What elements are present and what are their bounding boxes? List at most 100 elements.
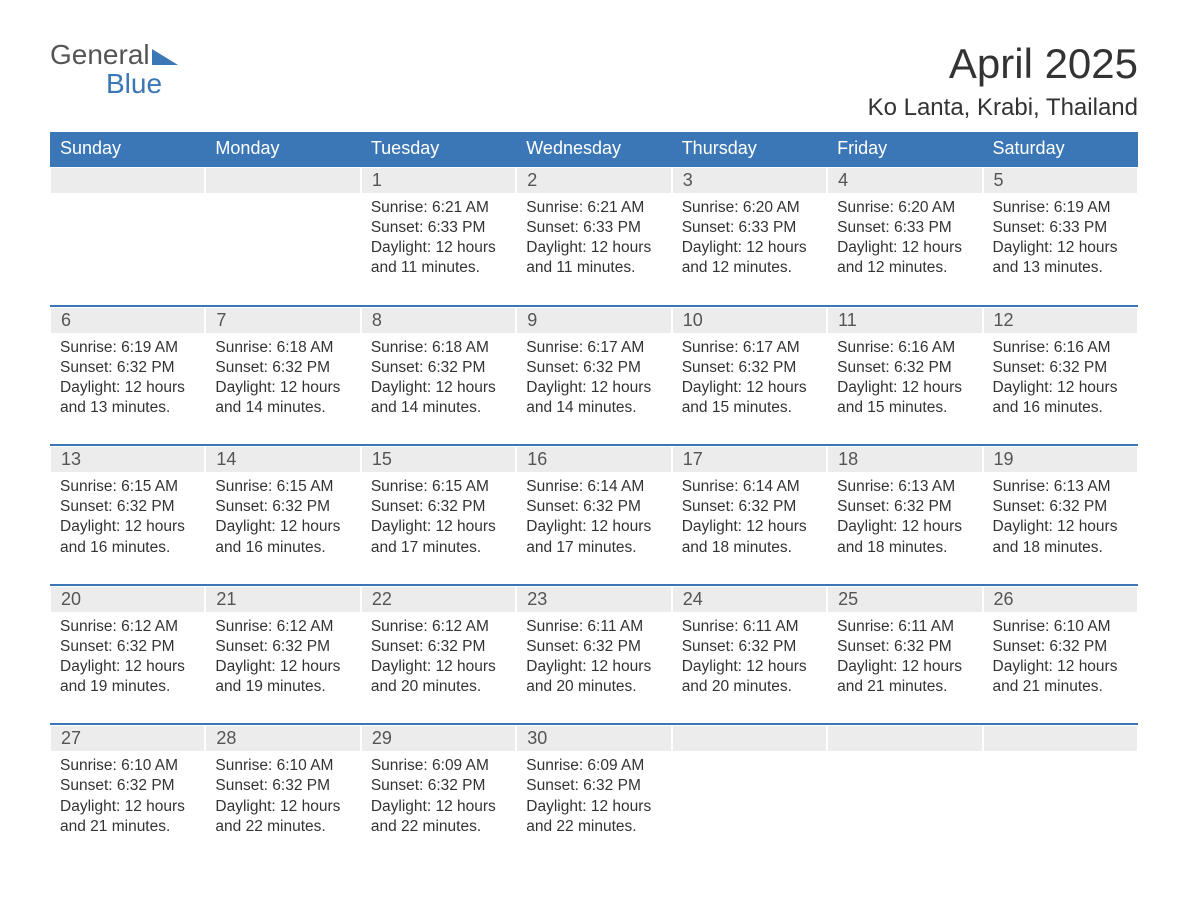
day-number-cell: 2 <box>516 166 671 194</box>
day-sunrise: Sunrise: 6:10 AM <box>993 617 1128 637</box>
day-sunrise: Sunrise: 6:11 AM <box>682 617 817 637</box>
day-d2: and 14 minutes. <box>526 398 661 418</box>
day-cell <box>50 194 205 306</box>
day-cell <box>672 752 827 863</box>
day-d2: and 18 minutes. <box>837 538 972 558</box>
day-cell: Sunrise: 6:12 AMSunset: 6:32 PMDaylight:… <box>50 613 205 725</box>
day-sunset: Sunset: 6:33 PM <box>371 218 506 238</box>
day-d1: Daylight: 12 hours <box>60 657 195 677</box>
day-d1: Daylight: 12 hours <box>371 797 506 817</box>
day-sunset: Sunset: 6:32 PM <box>993 358 1128 378</box>
day-d1: Daylight: 12 hours <box>526 657 661 677</box>
day-number-cell: 27 <box>50 724 205 752</box>
logo-word1: General <box>50 40 150 69</box>
day-sunset: Sunset: 6:33 PM <box>837 218 972 238</box>
day-sunrise: Sunrise: 6:16 AM <box>993 338 1128 358</box>
day-number-cell: 18 <box>827 445 982 473</box>
day-d2: and 18 minutes. <box>682 538 817 558</box>
day-sunset: Sunset: 6:32 PM <box>60 497 195 517</box>
day-cell: Sunrise: 6:18 AMSunset: 6:32 PMDaylight:… <box>205 334 360 446</box>
day-sunset: Sunset: 6:33 PM <box>682 218 817 238</box>
day-d2: and 22 minutes. <box>215 817 350 837</box>
day-sunset: Sunset: 6:32 PM <box>837 497 972 517</box>
day-d1: Daylight: 12 hours <box>837 657 972 677</box>
day-cell: Sunrise: 6:19 AMSunset: 6:32 PMDaylight:… <box>50 334 205 446</box>
week-data-row: Sunrise: 6:15 AMSunset: 6:32 PMDaylight:… <box>50 473 1138 585</box>
day-d1: Daylight: 12 hours <box>371 657 506 677</box>
day-number-cell: 29 <box>361 724 516 752</box>
day-sunset: Sunset: 6:32 PM <box>60 637 195 657</box>
week-number-row: 27282930 <box>50 724 1138 752</box>
day-d2: and 13 minutes. <box>60 398 195 418</box>
day-d1: Daylight: 12 hours <box>215 797 350 817</box>
day-number-cell: 30 <box>516 724 671 752</box>
day-d2: and 16 minutes. <box>60 538 195 558</box>
day-sunset: Sunset: 6:32 PM <box>215 637 350 657</box>
day-sunrise: Sunrise: 6:13 AM <box>993 477 1128 497</box>
day-cell: Sunrise: 6:18 AMSunset: 6:32 PMDaylight:… <box>361 334 516 446</box>
day-number-cell: 26 <box>983 585 1138 613</box>
day-sunrise: Sunrise: 6:18 AM <box>371 338 506 358</box>
day-sunset: Sunset: 6:32 PM <box>993 637 1128 657</box>
day-cell: Sunrise: 6:11 AMSunset: 6:32 PMDaylight:… <box>827 613 982 725</box>
day-number-cell: 23 <box>516 585 671 613</box>
day-sunset: Sunset: 6:32 PM <box>682 358 817 378</box>
day-sunset: Sunset: 6:32 PM <box>526 776 661 796</box>
day-sunrise: Sunrise: 6:14 AM <box>682 477 817 497</box>
day-cell: Sunrise: 6:16 AMSunset: 6:32 PMDaylight:… <box>983 334 1138 446</box>
weekday-header: Sunday <box>50 132 205 166</box>
day-sunset: Sunset: 6:32 PM <box>837 637 972 657</box>
day-sunrise: Sunrise: 6:21 AM <box>526 198 661 218</box>
day-cell: Sunrise: 6:20 AMSunset: 6:33 PMDaylight:… <box>827 194 982 306</box>
day-sunrise: Sunrise: 6:18 AM <box>215 338 350 358</box>
day-sunset: Sunset: 6:32 PM <box>60 358 195 378</box>
day-sunset: Sunset: 6:32 PM <box>526 358 661 378</box>
day-d1: Daylight: 12 hours <box>682 517 817 537</box>
day-d2: and 11 minutes. <box>526 258 661 278</box>
day-sunset: Sunset: 6:33 PM <box>526 218 661 238</box>
day-d1: Daylight: 12 hours <box>215 657 350 677</box>
day-number-cell: 14 <box>205 445 360 473</box>
day-d1: Daylight: 12 hours <box>371 378 506 398</box>
weekday-header: Monday <box>205 132 360 166</box>
day-number-cell <box>50 166 205 194</box>
day-d1: Daylight: 12 hours <box>993 238 1128 258</box>
day-sunrise: Sunrise: 6:12 AM <box>371 617 506 637</box>
week-data-row: Sunrise: 6:10 AMSunset: 6:32 PMDaylight:… <box>50 752 1138 863</box>
day-d1: Daylight: 12 hours <box>371 517 506 537</box>
day-number-cell: 15 <box>361 445 516 473</box>
day-sunset: Sunset: 6:32 PM <box>215 776 350 796</box>
day-number-cell: 24 <box>672 585 827 613</box>
day-d2: and 21 minutes. <box>60 817 195 837</box>
day-sunrise: Sunrise: 6:11 AM <box>837 617 972 637</box>
day-d2: and 22 minutes. <box>371 817 506 837</box>
day-number-cell: 28 <box>205 724 360 752</box>
weekday-header: Tuesday <box>361 132 516 166</box>
day-cell: Sunrise: 6:14 AMSunset: 6:32 PMDaylight:… <box>516 473 671 585</box>
week-number-row: 12345 <box>50 166 1138 194</box>
week-number-row: 6789101112 <box>50 306 1138 334</box>
day-d1: Daylight: 12 hours <box>526 378 661 398</box>
day-d1: Daylight: 12 hours <box>993 378 1128 398</box>
day-d1: Daylight: 12 hours <box>526 517 661 537</box>
day-cell: Sunrise: 6:13 AMSunset: 6:32 PMDaylight:… <box>983 473 1138 585</box>
day-sunrise: Sunrise: 6:09 AM <box>526 756 661 776</box>
day-sunset: Sunset: 6:33 PM <box>993 218 1128 238</box>
title-block: April 2025 Ko Lanta, Krabi, Thailand <box>868 40 1138 122</box>
day-d1: Daylight: 12 hours <box>682 657 817 677</box>
day-sunrise: Sunrise: 6:15 AM <box>60 477 195 497</box>
day-number-cell <box>205 166 360 194</box>
day-sunrise: Sunrise: 6:13 AM <box>837 477 972 497</box>
day-cell <box>827 752 982 863</box>
day-number-cell <box>983 724 1138 752</box>
day-sunset: Sunset: 6:32 PM <box>371 497 506 517</box>
day-cell: Sunrise: 6:10 AMSunset: 6:32 PMDaylight:… <box>983 613 1138 725</box>
day-number-cell: 22 <box>361 585 516 613</box>
day-sunrise: Sunrise: 6:11 AM <box>526 617 661 637</box>
day-number-cell <box>672 724 827 752</box>
day-sunset: Sunset: 6:32 PM <box>371 637 506 657</box>
day-d2: and 12 minutes. <box>837 258 972 278</box>
day-number-cell: 6 <box>50 306 205 334</box>
calendar-header: SundayMondayTuesdayWednesdayThursdayFrid… <box>50 132 1138 166</box>
day-sunset: Sunset: 6:32 PM <box>993 497 1128 517</box>
